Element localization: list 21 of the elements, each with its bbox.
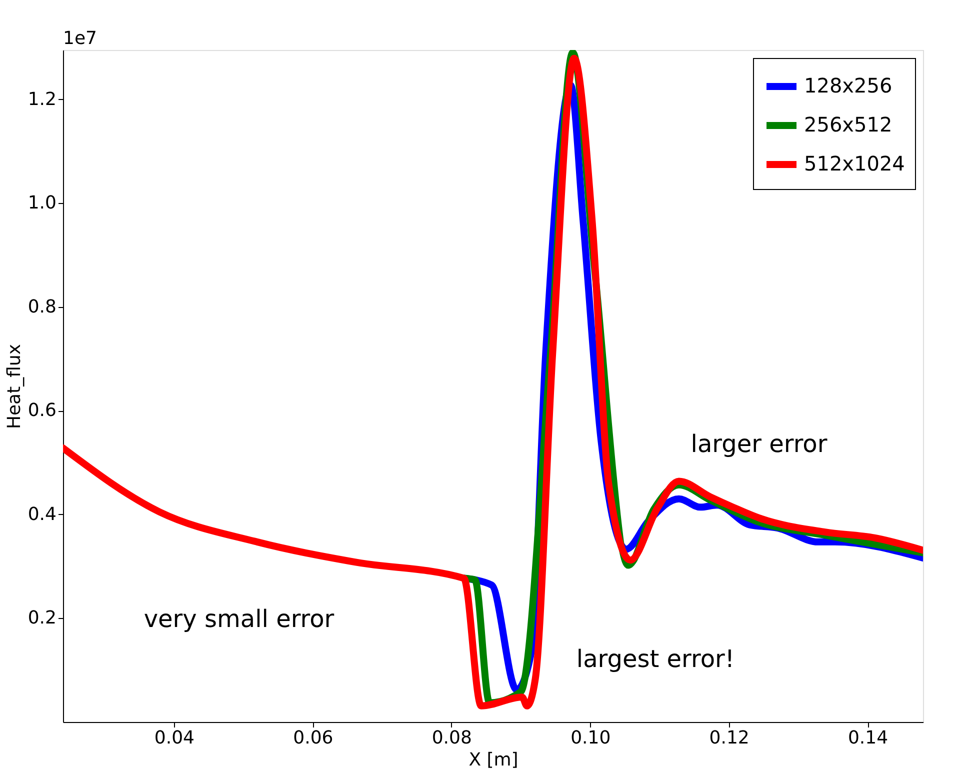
annotation: largest error! <box>576 645 735 674</box>
x-axis-title: X [m] <box>468 750 518 770</box>
legend-label: 256x512 <box>804 112 892 136</box>
y-tick-label: 0.2 <box>28 608 56 629</box>
x-tick-label: 0.04 <box>154 728 195 748</box>
legend-label: 512x1024 <box>804 152 905 176</box>
y-axis-title: Heat_flux <box>4 344 25 430</box>
y-tick-label: 0.4 <box>28 504 56 525</box>
legend-label: 128x256 <box>804 74 892 98</box>
x-tick-label: 0.10 <box>570 728 611 748</box>
y-tick-label: 0.8 <box>28 296 56 318</box>
x-tick-label: 0.14 <box>848 728 888 748</box>
y-tick-label: 0.6 <box>28 400 56 422</box>
y-tick-label: 1.2 <box>28 88 56 110</box>
x-tick-label: 0.12 <box>709 728 750 748</box>
text: 1e7 <box>63 28 97 49</box>
x-tick-label: 0.08 <box>432 728 472 748</box>
annotation: larger error <box>690 430 828 458</box>
annotation: very small error <box>144 604 334 633</box>
x-tick-label: 0.06 <box>293 728 334 748</box>
y-tick-label: 1.0 <box>28 192 56 214</box>
